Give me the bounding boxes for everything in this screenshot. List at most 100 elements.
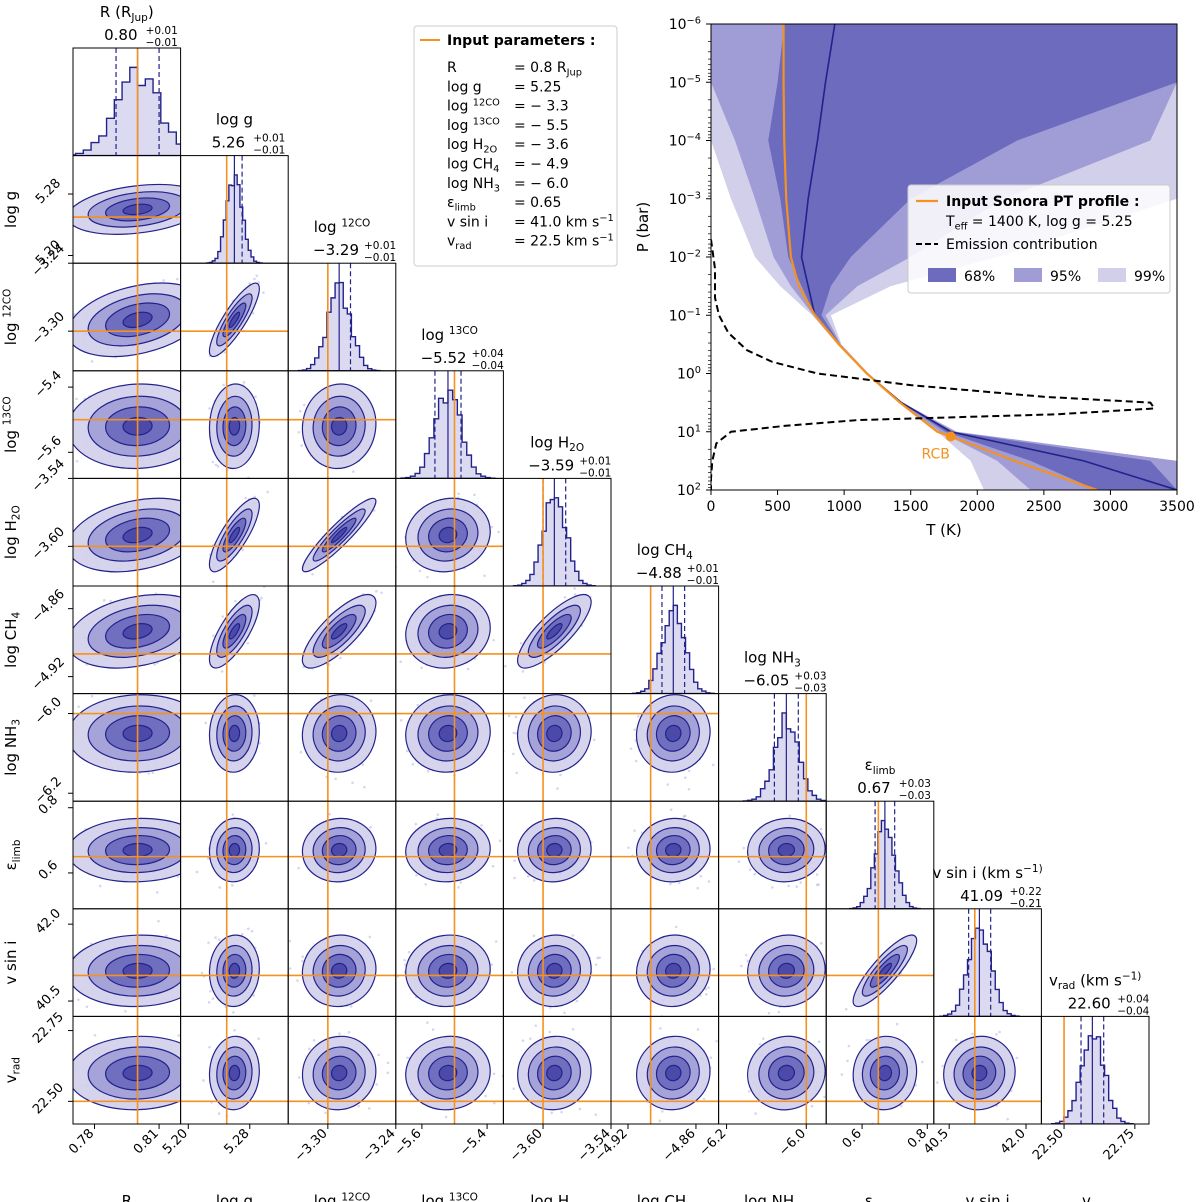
sample-point: [405, 749, 409, 753]
sample-point: [198, 826, 201, 829]
diag-title-NH3: log NH3​−6.05+0.03−0.03: [743, 649, 826, 695]
sample-point: [334, 777, 337, 781]
sample-point: [302, 403, 306, 407]
sample-point: [187, 727, 190, 730]
sample-point: [49, 647, 52, 650]
sample-point: [195, 870, 199, 874]
panel-13CO-logg: [180, 370, 289, 479]
sample-point: [183, 292, 186, 295]
sample-point: [666, 783, 670, 786]
param-errminus-elimb: −0.03: [899, 790, 931, 802]
sample-point: [563, 595, 567, 599]
sample-point: [262, 291, 265, 294]
param-errminus-logg: −0.01: [253, 145, 285, 157]
sample-point: [242, 381, 246, 384]
sample-point: [48, 762, 51, 765]
sample-point: [183, 736, 186, 739]
panel-H2O-12CO: [287, 477, 397, 587]
panel-CH4-12CO: [287, 585, 397, 695]
sample-point: [187, 442, 190, 445]
panel-elimb-H2O: [502, 800, 612, 910]
sample-point: [200, 742, 203, 745]
sample-point: [63, 741, 66, 744]
sample-point: [196, 628, 199, 631]
sample-point: [251, 312, 255, 315]
panel-CH4-13CO: [395, 585, 504, 695]
panel-NH3-NH3: [718, 693, 827, 802]
sample-point: [211, 460, 215, 464]
panel-elimb-13CO: [395, 800, 504, 910]
contour-3: [546, 623, 563, 640]
param-errplus-12CO: +0.01: [364, 240, 396, 252]
sample-point: [521, 670, 525, 673]
sample-point: [184, 292, 187, 295]
sample-point: [420, 666, 424, 670]
sample-point: [466, 667, 470, 671]
sample-point: [181, 614, 184, 617]
sample-point: [202, 724, 205, 727]
contour-3: [546, 724, 563, 743]
sample-point: [513, 876, 516, 880]
param-errminus-H2O: −0.01: [579, 467, 611, 479]
panel-12CO-R: [72, 262, 200, 372]
sample-point: [183, 313, 186, 316]
sample-point: [184, 972, 187, 975]
sample-point: [200, 592, 203, 595]
sample-point: [819, 827, 823, 831]
sample-point: [193, 853, 196, 856]
panel-content: [288, 478, 396, 586]
sample-point: [189, 962, 192, 965]
panel-H2O-logg: [180, 477, 289, 595]
contour-3: [228, 724, 241, 743]
sample-point: [497, 530, 500, 534]
sample-point: [192, 979, 195, 982]
panel-content: [49, 586, 199, 694]
param-value-12CO: −3.29: [313, 241, 359, 259]
sample-point: [483, 574, 486, 577]
sample-point: [491, 864, 495, 868]
sample-point: [633, 728, 637, 731]
sample-point: [200, 432, 203, 435]
sample-point: [109, 599, 112, 603]
sample-point: [436, 813, 440, 817]
sample-point: [186, 306, 189, 309]
sample-point: [124, 1009, 127, 1013]
sample-point: [98, 884, 102, 888]
sample-point: [183, 308, 186, 311]
sample-point: [418, 569, 422, 573]
panel-content: [73, 155, 181, 264]
sample-point: [65, 548, 68, 551]
panel-content: [395, 693, 504, 802]
contour-3: [330, 416, 348, 436]
param-errminus-12CO: −0.01: [364, 252, 396, 264]
sample-point: [197, 307, 200, 310]
sample-point: [73, 313, 76, 316]
sample-point: [211, 580, 215, 584]
panel-content: [503, 801, 611, 909]
sample-point: [523, 696, 526, 700]
sample-point: [457, 492, 460, 496]
sample-point: [191, 847, 194, 850]
sample-point: [234, 599, 237, 603]
contour-3: [665, 724, 682, 743]
sample-point: [742, 846, 746, 850]
sample-point: [414, 822, 418, 826]
sample-point: [380, 591, 383, 594]
sample-point: [193, 434, 196, 437]
param-errplus-H2O: +0.01: [579, 455, 611, 467]
sample-point: [187, 981, 190, 984]
sample-point: [687, 769, 691, 773]
panel-CH4-H2O: [502, 585, 612, 695]
sample-point: [253, 277, 256, 281]
sample-point: [473, 493, 476, 497]
sample-point: [526, 874, 530, 878]
panel-elimb-R: [72, 800, 201, 910]
param-errplus-CH4: +0.01: [687, 563, 719, 575]
panel-elimb-logg: [180, 800, 289, 910]
sample-point: [435, 817, 439, 820]
sample-point: [795, 885, 799, 888]
panel-content: [288, 586, 396, 694]
panel-content: [611, 801, 719, 909]
param-errplus-logg: +0.01: [253, 133, 285, 145]
